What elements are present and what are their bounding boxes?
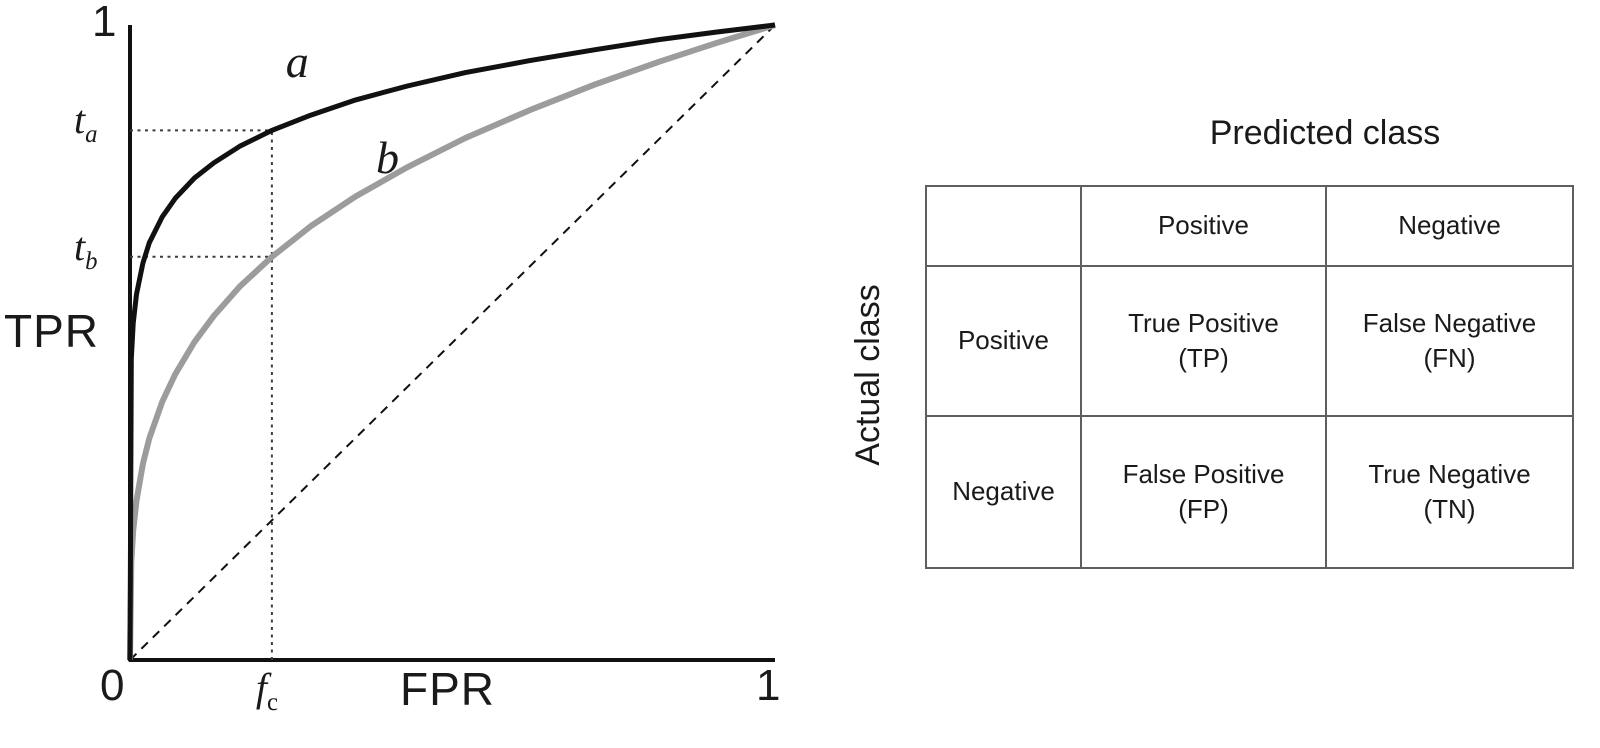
cell-term: True Negative — [1368, 458, 1531, 489]
matrix-col-header-positive: Positive — [1082, 187, 1327, 267]
matrix-cell-true-positive: True Positive (TP) — [1082, 267, 1327, 417]
matrix-corner-cell — [927, 187, 1082, 267]
roc-plot-svg — [127, 22, 776, 662]
y-axis-max-tick: 1 — [92, 0, 117, 46]
predicted-class-title: Predicted class — [1209, 114, 1441, 152]
f-c-base: f — [255, 665, 268, 710]
roc-series-chance — [129, 24, 776, 661]
cell-abbreviation: (TP) — [1178, 343, 1229, 373]
cell-term: True Positive — [1128, 307, 1279, 338]
cell-term: False Negative — [1362, 307, 1537, 338]
matrix-cell-false-positive: False Positive (FP) — [1082, 417, 1327, 567]
y-axis-label: TPR — [4, 305, 99, 357]
x-axis-origin-tick: 0 — [100, 661, 125, 710]
t-a-base: t — [74, 97, 86, 143]
matrix-row-header-negative: Negative — [927, 417, 1082, 567]
roc-plot-panel: 1 ta tb TPR 0 fc FPR 1 a b — [4, 0, 781, 716]
f-c-sub: c — [267, 689, 279, 716]
curve-label-b: b — [376, 131, 399, 183]
roc-series-a — [127, 22, 776, 661]
roc-series-b — [127, 22, 776, 661]
t-a-label: ta — [74, 100, 98, 148]
actual-class-axis-label: Actual class — [849, 284, 887, 466]
t-a-sub: a — [85, 121, 98, 149]
cell-abbreviation: (TN) — [1423, 494, 1476, 524]
matrix-cell-false-negative: False Negative (FN) — [1327, 267, 1572, 417]
x-axis-label: FPR — [400, 663, 495, 715]
t-b-base: t — [74, 223, 86, 269]
confusion-matrix-table: Positive Negative Positive True Positive… — [925, 185, 1574, 569]
matrix-col-header-negative: Negative — [1327, 187, 1572, 267]
matrix-cell-true-negative: True Negative (TN) — [1327, 417, 1572, 567]
curve-label-a: a — [285, 36, 309, 88]
f-c-label: fc — [256, 668, 278, 716]
t-b-sub: b — [85, 247, 98, 275]
matrix-row-header-positive: Positive — [927, 267, 1082, 417]
cell-term: False Positive — [1122, 458, 1285, 489]
cell-abbreviation: (FP) — [1178, 494, 1229, 524]
cell-abbreviation: (FN) — [1423, 343, 1476, 373]
x-axis-max-tick: 1 — [756, 661, 781, 710]
t-b-label: tb — [74, 223, 98, 275]
